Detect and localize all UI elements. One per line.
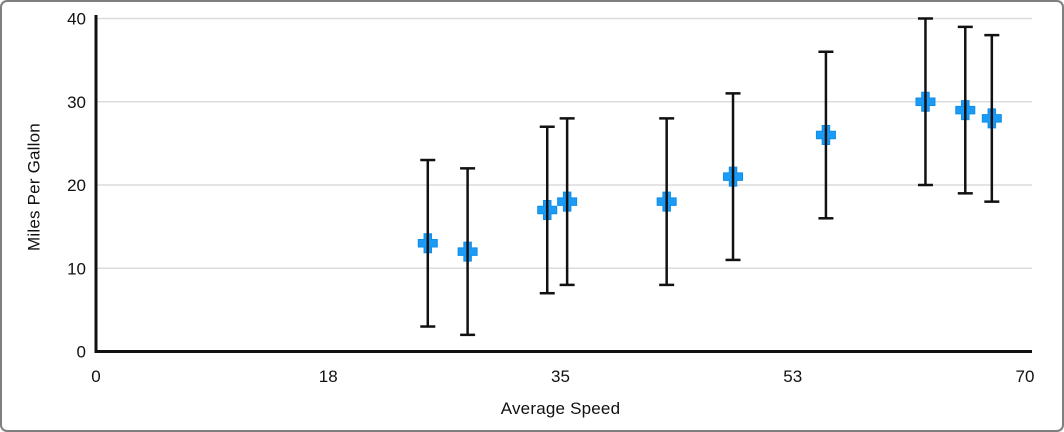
x-tick-label: 53 <box>783 367 802 386</box>
x-tick-label: 0 <box>91 367 100 386</box>
y-tick-label: 20 <box>67 176 86 195</box>
y-tick-label: 40 <box>67 10 86 29</box>
y-tick-label: 30 <box>67 93 86 112</box>
x-tick-label: 18 <box>319 367 338 386</box>
y-tick-label: 0 <box>77 343 86 362</box>
x-tick-label: 70 <box>1016 367 1035 386</box>
x-tick-label: 35 <box>551 367 570 386</box>
x-axis-title: Average Speed <box>500 399 621 418</box>
y-tick-label: 10 <box>67 259 86 278</box>
y-axis-title: Miles Per Gallon <box>24 123 44 251</box>
